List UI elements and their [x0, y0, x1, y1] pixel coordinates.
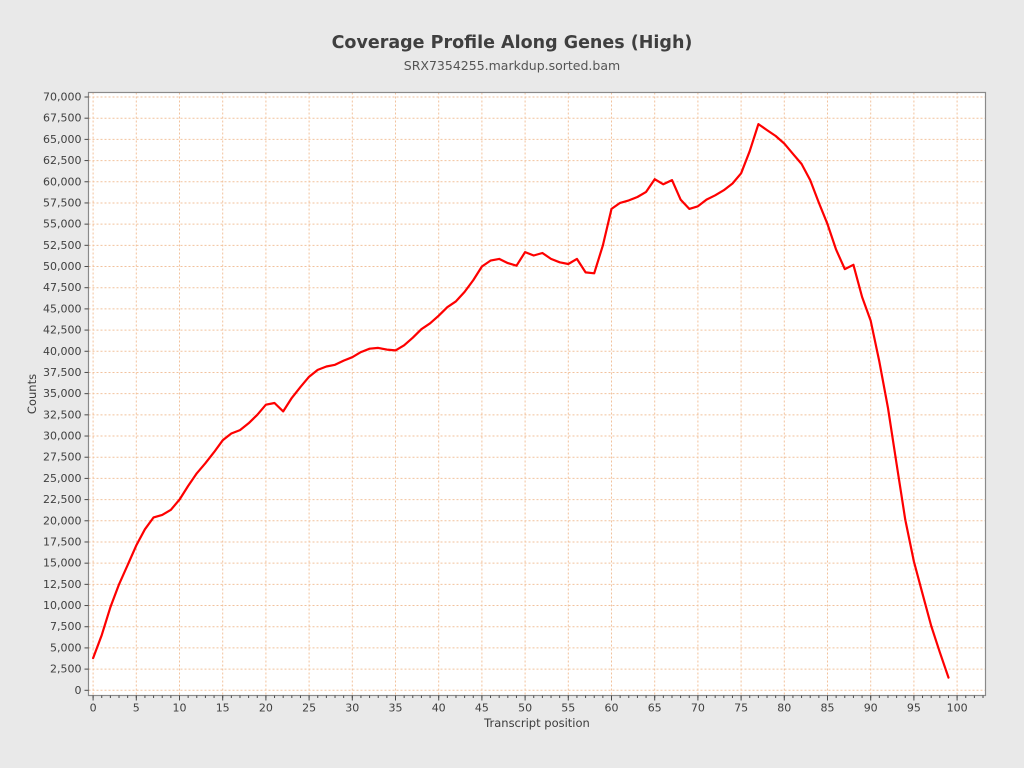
- chart-title: Coverage Profile Along Genes (High): [332, 33, 693, 53]
- x-tick-label: 90: [864, 702, 878, 715]
- x-tick-label: 100: [947, 702, 968, 715]
- x-tick-label: 0: [90, 702, 97, 715]
- x-tick-label: 5: [133, 702, 140, 715]
- x-tick-label: 30: [345, 702, 359, 715]
- y-tick-label: 5,000: [50, 641, 82, 654]
- x-tick-label: 20: [259, 702, 273, 715]
- x-axis-label: Transcript position: [483, 716, 590, 730]
- y-tick-label: 47,500: [43, 281, 82, 294]
- chart-subtitle: SRX7354255.markdup.sorted.bam: [404, 58, 620, 73]
- y-tick-label: 37,500: [43, 366, 82, 379]
- x-tick-label: 35: [389, 702, 403, 715]
- y-tick-label: 7,500: [50, 620, 82, 633]
- x-tick-label: 60: [605, 702, 619, 715]
- y-tick-label: 25,000: [43, 472, 82, 485]
- x-tick-label: 95: [907, 702, 921, 715]
- x-tick-label: 45: [475, 702, 489, 715]
- gridlines: [88, 92, 986, 696]
- y-tick-label: 10,000: [43, 599, 82, 612]
- x-tick-label: 10: [173, 702, 187, 715]
- x-tick-label: 70: [691, 702, 705, 715]
- x-tick-label: 55: [561, 702, 575, 715]
- y-tick-label: 60,000: [43, 175, 82, 188]
- y-tick-label: 45,000: [43, 302, 82, 315]
- x-tick-label: 50: [518, 702, 532, 715]
- y-tick-label: 40,000: [43, 345, 82, 358]
- y-tick-label: 70,000: [43, 91, 82, 104]
- x-tick-label: 75: [734, 702, 748, 715]
- x-tick-label: 80: [777, 702, 791, 715]
- y-tick-label: 62,500: [43, 154, 82, 167]
- y-tick-label: 57,500: [43, 196, 82, 209]
- y-tick-label: 32,500: [43, 408, 82, 421]
- y-axis-label: Counts: [25, 374, 39, 414]
- y-tick-label: 50,000: [43, 260, 82, 273]
- y-tick-label: 17,500: [43, 535, 82, 548]
- y-tick-label: 22,500: [43, 493, 82, 506]
- y-tick-label: 35,000: [43, 387, 82, 400]
- axis-ticks: [84, 96, 984, 701]
- y-tick-label: 65,000: [43, 133, 82, 146]
- y-tick-label: 55,000: [43, 218, 82, 231]
- y-tick-label: 12,500: [43, 578, 82, 591]
- x-tick-label: 85: [821, 702, 835, 715]
- x-tick-label: 25: [302, 702, 316, 715]
- y-tick-label: 42,500: [43, 324, 82, 337]
- x-tick-label: 65: [648, 702, 662, 715]
- x-tick-label: 40: [432, 702, 446, 715]
- y-tick-label: 52,500: [43, 239, 82, 252]
- y-tick-label: 27,500: [43, 451, 82, 464]
- coverage-line: [91, 122, 950, 679]
- y-tick-label: 0: [75, 684, 82, 697]
- x-tick-label: 15: [216, 702, 230, 715]
- tick-labels: 0 5 10 15 20 25 30 35 40 45 50 55 60 65 70 75 80 85 90 95 10…: [43, 91, 968, 715]
- y-tick-label: 2,500: [50, 663, 82, 676]
- y-tick-label: 30,000: [43, 430, 82, 443]
- y-tick-label: 15,000: [43, 557, 82, 570]
- plot-area: 0 5 10 15 20 25 30 35 40 45 50 55 60 65 70 75 80 85 90 95 10…: [43, 91, 987, 715]
- y-tick-label: 20,000: [43, 514, 82, 527]
- y-tick-label: 67,500: [43, 112, 82, 125]
